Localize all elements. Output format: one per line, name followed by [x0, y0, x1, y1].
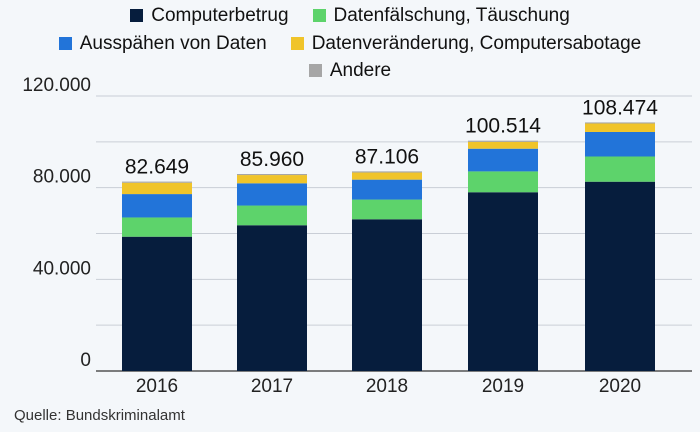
legend-row: Computerbetrug Datenfälschung, Täuschung: [0, 2, 700, 30]
bar-segment: [468, 148, 538, 172]
bar-segment: [468, 171, 538, 193]
legend-label: Andere: [329, 60, 392, 81]
bar-segment: [122, 217, 192, 237]
legend-swatch: [308, 64, 322, 77]
x-tick-label: 2016: [136, 376, 178, 397]
bar-segment: [468, 192, 538, 371]
bar-segment: [468, 141, 538, 149]
legend-item: Datenfälschung, Täuschung: [312, 2, 570, 30]
y-tick-label: 120.000: [22, 75, 91, 96]
bar-segment: [122, 194, 192, 218]
bar-segment: [585, 156, 655, 182]
bar-segment: [352, 172, 422, 180]
legend-row: Ausspähen von Daten Datenveränderung, Com…: [0, 30, 700, 58]
bar-segment: [585, 123, 655, 132]
bar-segment: [237, 175, 307, 184]
total-label: 108.474: [582, 96, 658, 119]
bar-segment: [237, 174, 307, 176]
legend-label: Ausspähen von Daten: [79, 32, 267, 54]
legend-item: Datenveränderung, Computersabotage: [290, 30, 642, 58]
y-tick-label: 0: [80, 350, 91, 371]
bar-segment: [585, 181, 655, 371]
bar-segment: [237, 225, 307, 371]
legend-row: Andere: [0, 57, 700, 85]
bar-segment: [468, 140, 538, 142]
bar-segment: [122, 182, 192, 195]
x-tick-label: 2017: [251, 376, 293, 397]
legend-label: Datenfälschung, Täuschung: [333, 5, 570, 26]
y-tick-label: 40.000: [33, 258, 91, 279]
bar-segment: [352, 171, 422, 173]
legend: Computerbetrug Datenfälschung, Täuschung A…: [0, 2, 700, 85]
bar-segment: [237, 205, 307, 226]
total-label: 85.960: [240, 148, 304, 171]
x-tick-label: 2019: [482, 376, 524, 397]
bar-segment: [352, 199, 422, 220]
legend-item: Computerbetrug: [130, 2, 289, 30]
bar-segment: [122, 236, 192, 371]
legend-swatch: [312, 9, 326, 22]
legend-item: Ausspähen von Daten: [58, 30, 267, 58]
legend-swatch: [290, 36, 304, 50]
legend-label: Datenveränderung, Computersabotage: [311, 32, 642, 54]
legend-swatch: [130, 9, 144, 22]
total-label: 100.514: [465, 115, 541, 138]
bar-segment: [585, 122, 655, 124]
bar-segment: [352, 179, 422, 200]
source-note: Quelle: Bundskriminalamt: [14, 407, 185, 424]
bar-segment: [352, 219, 422, 371]
legend-label: Computerbetrug: [151, 5, 289, 26]
legend-item: Andere: [308, 57, 392, 85]
total-label: 82.649: [125, 156, 189, 179]
bar-segment: [237, 183, 307, 206]
legend-swatch: [58, 36, 72, 50]
bar-segment: [585, 131, 655, 157]
y-tick-label: 80.000: [33, 167, 91, 188]
total-label: 87.106: [355, 145, 419, 168]
x-tick-label: 2018: [366, 376, 408, 397]
x-tick-label: 2020: [599, 376, 641, 397]
bar-segment: [122, 181, 192, 183]
